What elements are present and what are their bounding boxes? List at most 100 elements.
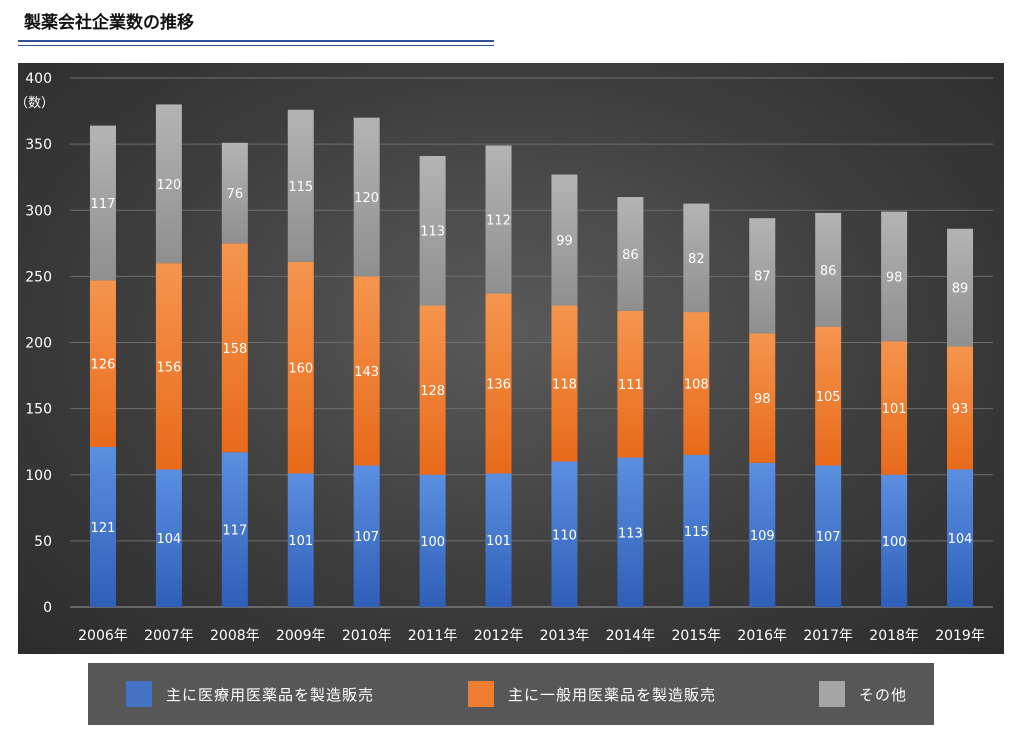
data-label: 158	[222, 342, 247, 357]
bar-segment	[287, 109, 314, 262]
bar-segment	[551, 174, 578, 306]
data-label: 100	[420, 535, 445, 550]
data-label: 101	[288, 534, 313, 549]
bar-segment	[353, 117, 380, 277]
bar-segment	[815, 212, 842, 327]
bar-segment	[815, 465, 842, 607]
data-label: 111	[618, 378, 643, 393]
data-label: 101	[486, 534, 511, 549]
y-tick-label: 400	[25, 71, 52, 87]
bar-segment	[617, 457, 644, 607]
bar-segment	[947, 346, 974, 470]
legend-label-other: その他	[859, 685, 908, 704]
y-tick-label: 200	[25, 336, 52, 352]
data-label: 115	[288, 180, 313, 195]
data-label: 160	[288, 362, 313, 377]
x-tick-label: 2012年	[474, 628, 524, 644]
data-label: 89	[952, 282, 969, 297]
x-tick-label: 2018年	[869, 628, 919, 644]
y-tick-label: 300	[25, 203, 52, 219]
data-label: 112	[486, 214, 511, 229]
x-tick-label: 2008年	[210, 628, 260, 644]
bar-segment	[617, 197, 644, 311]
bar-segment	[353, 276, 380, 466]
data-label: 98	[754, 392, 771, 407]
data-label: 117	[91, 197, 116, 212]
page-title: 製薬会社企業数の推移	[24, 13, 194, 33]
chart-panel: 0 50 100 150 200 250 300 350 400 （数） 121 126 117 2006…	[18, 63, 1004, 654]
bar-segment	[419, 305, 446, 475]
y-tick-label: 350	[25, 137, 52, 153]
bar-segment	[419, 156, 446, 306]
x-tick-label: 2015年	[672, 628, 722, 644]
data-label: 126	[91, 358, 116, 373]
y-tick-label: 100	[25, 468, 52, 484]
bar-segment	[617, 310, 644, 458]
bar-segment	[947, 228, 974, 347]
data-label: 120	[354, 191, 379, 206]
legend-item-other: その他	[819, 681, 907, 707]
data-label: 120	[156, 178, 181, 193]
bar-segment	[551, 461, 578, 607]
x-tick-label: 2009年	[276, 628, 326, 644]
chart-legend: 主に医療用医薬品を製造販売 主に一般用医薬品を製造販売 その他	[88, 663, 934, 725]
title-underline-thin	[18, 45, 494, 46]
bar-segment	[485, 473, 512, 607]
bar-segment	[221, 243, 248, 453]
bar-segment	[551, 305, 578, 462]
y-tick-label: 150	[25, 402, 52, 418]
data-label: 76	[227, 187, 244, 202]
bar-segment	[89, 280, 116, 447]
bar-segment	[287, 261, 314, 474]
x-tick-label: 2017年	[803, 628, 853, 644]
legend-item-ippan: 主に一般用医薬品を製造販売	[468, 681, 716, 707]
bar-segment	[749, 218, 776, 334]
bar-segment	[815, 326, 842, 466]
data-label: 101	[882, 402, 907, 417]
data-label: 107	[354, 530, 379, 545]
data-label: 98	[886, 270, 903, 285]
data-label: 113	[618, 526, 643, 541]
x-tick-label: 2011年	[408, 628, 458, 644]
data-label: 136	[486, 377, 511, 392]
legend-item-iryo: 主に医療用医薬品を製造販売	[126, 681, 374, 707]
data-label: 105	[816, 390, 841, 405]
data-label: 87	[754, 270, 771, 285]
bar-segment	[287, 473, 314, 607]
legend-swatch-ippan	[468, 681, 494, 707]
bar-segment	[155, 469, 182, 607]
data-label: 109	[750, 529, 775, 544]
data-label: 113	[420, 225, 445, 240]
data-label: 117	[222, 524, 247, 539]
bar-segment	[683, 312, 710, 455]
data-label: 104	[948, 532, 973, 547]
data-label: 108	[684, 377, 709, 392]
x-tick-label: 2013年	[540, 628, 590, 644]
bar-segment	[221, 452, 248, 607]
data-label: 86	[820, 264, 837, 279]
bar-segment	[89, 125, 116, 281]
bar-segment	[353, 465, 380, 607]
x-tick-label: 2010年	[342, 628, 392, 644]
bar-segment	[683, 454, 710, 607]
bar-segment	[881, 211, 908, 342]
x-tick-label: 2007年	[144, 628, 194, 644]
x-tick-label: 2014年	[606, 628, 656, 644]
legend-swatch-other	[819, 681, 845, 707]
bar-segment	[485, 145, 512, 294]
x-tick-label: 2016年	[737, 628, 787, 644]
bar-segment	[419, 474, 446, 607]
bar-segment	[881, 474, 908, 607]
bar-segment	[947, 469, 974, 607]
bar-segment	[881, 341, 908, 475]
data-label: 156	[156, 360, 181, 375]
bar-segment	[749, 333, 776, 463]
stacked-bar-chart: 0 50 100 150 200 250 300 350 400 （数） 121 126 117 2006…	[18, 71, 993, 644]
data-label: 118	[552, 377, 577, 392]
x-tick-label: 2019年	[935, 628, 985, 644]
data-label: 100	[882, 535, 907, 550]
data-label: 121	[91, 521, 116, 536]
data-label: 93	[952, 402, 969, 417]
y-tick-label: 50	[34, 534, 52, 550]
bar-segment	[89, 446, 116, 607]
